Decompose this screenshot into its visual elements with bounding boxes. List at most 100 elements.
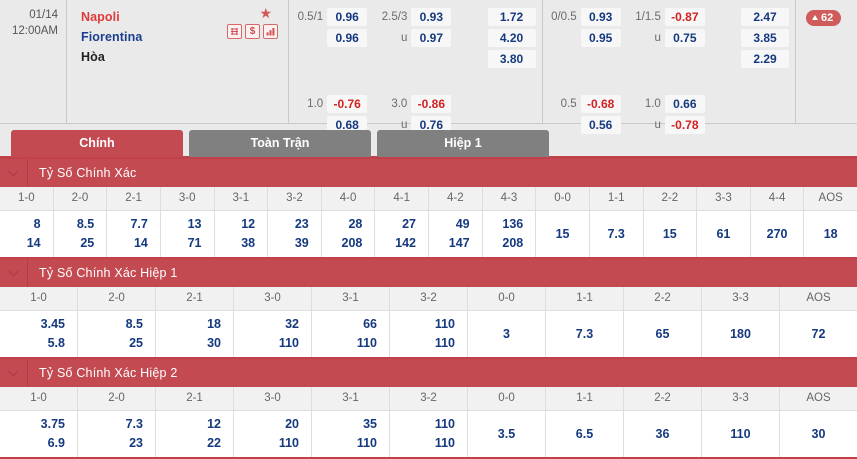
score-odds-value[interactable]: 27 <box>402 217 416 231</box>
score-odds-value[interactable]: 14 <box>26 236 41 250</box>
score-odds-value[interactable]: 110 <box>730 426 751 441</box>
score-odds-value[interactable]: 8 <box>33 217 41 231</box>
score-odds-value[interactable]: 72 <box>811 326 826 341</box>
over-row[interactable]: 2.5/3 0.93 <box>377 6 452 27</box>
score-column[interactable]: AOS 18 <box>804 187 857 257</box>
alt-under-row[interactable]: u 0.76 <box>377 114 452 135</box>
score-odds-value[interactable]: 7.7 <box>130 217 148 231</box>
onextwo-draw-odds-h1[interactable]: 3.85 <box>741 28 790 47</box>
score-column[interactable]: 4-3 136 208 <box>482 187 537 257</box>
score-odds-value[interactable]: 110 <box>434 317 455 331</box>
score-odds-value[interactable]: 7.3 <box>575 326 594 341</box>
score-odds-value[interactable]: 20 <box>285 417 299 431</box>
score-odds-value[interactable]: 49 <box>455 217 470 231</box>
tab-hiep-1[interactable]: Hiệp 1 <box>377 130 549 157</box>
score-odds-value[interactable]: 110 <box>278 436 299 450</box>
star-icon[interactable]: ★ <box>259 5 272 21</box>
score-column[interactable]: 1-0 3.45 5.8 <box>0 287 78 357</box>
score-column[interactable]: 0-0 3.5 <box>468 387 546 457</box>
score-column[interactable]: 3-2 110 110 <box>390 387 468 457</box>
score-odds-value[interactable]: 13 <box>187 217 202 231</box>
score-column[interactable]: 2-0 8.5 25 <box>78 287 156 357</box>
score-odds-value[interactable]: 25 <box>129 336 143 350</box>
score-odds-value[interactable]: 32 <box>285 317 299 331</box>
score-column[interactable]: 0-0 15 <box>536 187 590 257</box>
score-odds-value[interactable]: 5.8 <box>47 336 65 350</box>
score-column[interactable]: 4-2 49 147 <box>429 187 483 257</box>
score-column[interactable]: 1-1 7.3 <box>546 287 624 357</box>
under-odds-h1[interactable]: 0.75 <box>664 28 705 47</box>
score-column[interactable]: 2-1 12 22 <box>156 387 234 457</box>
section-header[interactable]: Tỷ Số Chính Xác Hiệp 2 <box>0 359 857 387</box>
alt-handicap-home-odds[interactable]: -0.76 <box>327 94 368 113</box>
alt-handicap-home-row-h1[interactable]: 0.5 -0.68 <box>547 93 621 114</box>
handicap-away-odds-h1[interactable]: 0.95 <box>580 28 621 47</box>
score-odds-value[interactable]: 110 <box>356 336 377 350</box>
score-column[interactable]: 1-1 7.3 <box>589 187 644 257</box>
handicap-home-odds[interactable]: 0.96 <box>327 7 368 26</box>
score-column[interactable]: 1-0 8 14 <box>0 187 54 257</box>
score-odds-value[interactable]: 110 <box>356 436 377 450</box>
score-column[interactable]: 3-3 110 <box>702 387 780 457</box>
score-odds-value[interactable]: 7.3 <box>125 417 143 431</box>
score-odds-value[interactable]: 110 <box>434 417 455 431</box>
tab-chinh[interactable]: Chính <box>11 130 183 157</box>
score-column[interactable]: 2-0 8.5 25 <box>53 187 108 257</box>
score-column[interactable]: 1-1 6.5 <box>546 387 624 457</box>
handicap-home-row[interactable]: 0.5/1 0.96 <box>293 6 368 27</box>
score-odds-value[interactable]: 7.3 <box>607 226 625 241</box>
score-column[interactable]: 3-0 20 110 <box>234 387 312 457</box>
under-row-h1[interactable]: u 0.75 <box>631 27 705 48</box>
score-odds-value[interactable]: 136 <box>502 217 524 231</box>
score-odds-value[interactable]: 23 <box>294 217 309 231</box>
score-odds-value[interactable]: 3.75 <box>40 417 65 431</box>
alt-handicap-home-odds-h1[interactable]: -0.68 <box>580 94 621 113</box>
section-header[interactable]: Tỷ Số Chính Xác Hiệp 1 <box>0 259 857 287</box>
alt-over-odds-h1[interactable]: 0.66 <box>664 94 705 113</box>
score-column[interactable]: 2-1 18 30 <box>156 287 234 357</box>
score-column[interactable]: 2-0 7.3 23 <box>78 387 156 457</box>
score-odds-value[interactable]: 208 <box>341 236 363 250</box>
score-odds-value[interactable]: 6.9 <box>47 436 65 450</box>
score-column[interactable]: 1-0 3.75 6.9 <box>0 387 78 457</box>
score-odds-value[interactable]: 12 <box>207 417 221 431</box>
score-column[interactable]: 2-1 7.7 14 <box>107 187 161 257</box>
score-odds-value[interactable]: 110 <box>434 336 455 350</box>
score-odds-value[interactable]: 3.5 <box>497 426 516 441</box>
score-odds-value[interactable]: 8.5 <box>76 217 95 231</box>
score-odds-value[interactable]: 3.45 <box>40 317 65 331</box>
handicap-away-row[interactable]: 0.96 <box>293 27 368 48</box>
score-column[interactable]: 4-0 28 208 <box>321 187 376 257</box>
score-odds-value[interactable]: 22 <box>207 436 221 450</box>
score-column[interactable]: 3-0 13 71 <box>160 187 215 257</box>
score-column[interactable]: 4-1 27 142 <box>375 187 429 257</box>
score-column[interactable]: 3-3 180 <box>702 287 780 357</box>
dollar-icon[interactable]: $ <box>245 24 260 39</box>
score-odds-value[interactable]: 28 <box>348 217 363 231</box>
alt-handicap-away-odds-h1[interactable]: 0.56 <box>580 115 621 134</box>
score-odds-value[interactable]: 14 <box>133 236 148 250</box>
under-row[interactable]: u 0.97 <box>377 27 452 48</box>
onextwo-draw-odds[interactable]: 4.20 <box>487 28 536 47</box>
score-column[interactable]: AOS 30 <box>780 387 857 457</box>
score-odds-value[interactable]: 6.5 <box>575 426 594 441</box>
score-column[interactable]: 2-2 15 <box>643 187 698 257</box>
score-odds-value[interactable]: 8.5 <box>125 317 143 331</box>
score-odds-value[interactable]: 30 <box>207 336 221 350</box>
alt-over-row[interactable]: 3.0 -0.86 <box>377 93 452 114</box>
onextwo-draw-row[interactable]: 4.20 <box>487 27 536 48</box>
alt-handicap-away-row[interactable]: 0.68 <box>293 114 368 135</box>
score-odds-value[interactable]: 110 <box>278 336 299 350</box>
handicap-away-odds[interactable]: 0.96 <box>327 28 368 47</box>
score-odds-value[interactable]: 110 <box>434 436 455 450</box>
over-odds-h1[interactable]: -0.87 <box>664 7 705 26</box>
score-odds-value[interactable]: 39 <box>294 236 309 250</box>
alt-over-odds[interactable]: -0.86 <box>411 94 452 113</box>
score-column[interactable]: 3-1 35 110 <box>312 387 390 457</box>
chevron-down-icon[interactable] <box>0 159 28 187</box>
score-odds-value[interactable]: 270 <box>766 226 788 241</box>
bar-chart-icon[interactable] <box>263 24 278 39</box>
score-odds-value[interactable]: 61 <box>716 226 731 241</box>
onextwo-away-odds-h1[interactable]: 2.29 <box>741 49 790 68</box>
score-odds-value[interactable]: 3 <box>503 326 510 341</box>
